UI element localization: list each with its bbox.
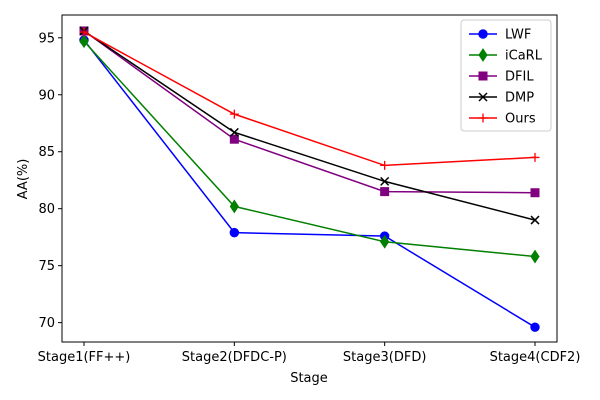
series-line-dmp	[83, 30, 536, 221]
axes: Stage1(FF++) Stage2(DFDC-P) Stage3(DFD) Sta…	[38, 31, 581, 365]
legend-box	[460, 19, 552, 132]
data-point	[79, 34, 89, 49]
legend: LWF iCaRL DFIL DMP Ours	[460, 19, 552, 132]
series-line-lwf	[83, 39, 536, 328]
x-tick-label: Stage2(DFDC-P)	[182, 350, 287, 365]
data-point	[380, 187, 390, 197]
series-line-icarl	[83, 40, 536, 258]
data-point	[530, 249, 540, 264]
data-point	[79, 27, 89, 37]
y-axis-label: AA(%)	[16, 159, 31, 200]
data-point	[229, 127, 239, 137]
series-icarl	[79, 34, 540, 264]
x-tick-label: Stage4(CDF2)	[490, 350, 581, 365]
y-tick-label: 90	[38, 88, 55, 103]
legend-marker	[478, 113, 488, 123]
data-point	[229, 227, 240, 238]
x-axis-label: Stage	[290, 371, 328, 386]
y-tick-label: 70	[38, 316, 55, 331]
data-point	[229, 199, 239, 214]
data-point	[530, 152, 540, 162]
data-point	[530, 188, 540, 198]
data-point	[229, 109, 239, 119]
legend-item-ours: Ours	[469, 112, 536, 127]
y-tick-label: 80	[38, 202, 55, 217]
series-line-ours	[83, 31, 536, 167]
legend-label: DFIL	[505, 70, 534, 85]
legend-item-icarl: iCaRL	[469, 48, 543, 64]
data-point	[380, 176, 390, 186]
legend-item-lwf: LWF	[469, 28, 531, 43]
y-tick-label: 85	[38, 145, 55, 160]
x-tick-label: Stage3(DFD)	[343, 350, 426, 365]
data-point	[229, 134, 239, 144]
legend-label: Ours	[505, 112, 536, 127]
legend-label: LWF	[505, 28, 531, 43]
series-line-dfil	[83, 30, 536, 194]
legend-item-dfil: DFIL	[469, 70, 534, 85]
legend-marker	[478, 71, 488, 81]
data-point	[380, 234, 390, 249]
data-point	[530, 322, 540, 332]
legend-item-dmp: DMP	[469, 91, 534, 106]
y-tick-label: 75	[38, 259, 55, 274]
legend-marker	[478, 92, 488, 102]
series-ours	[79, 27, 540, 170]
x-tick-label: Stage1(FF++)	[38, 350, 131, 365]
series-layer	[79, 26, 540, 332]
data-point	[530, 215, 540, 225]
data-point	[380, 160, 390, 170]
y-tick-label: 95	[38, 31, 55, 46]
legend-label: DMP	[505, 91, 534, 106]
legend-label: iCaRL	[505, 49, 543, 64]
legend-marker	[478, 48, 488, 62]
legend-marker	[478, 29, 488, 39]
series-dmp	[79, 26, 540, 225]
